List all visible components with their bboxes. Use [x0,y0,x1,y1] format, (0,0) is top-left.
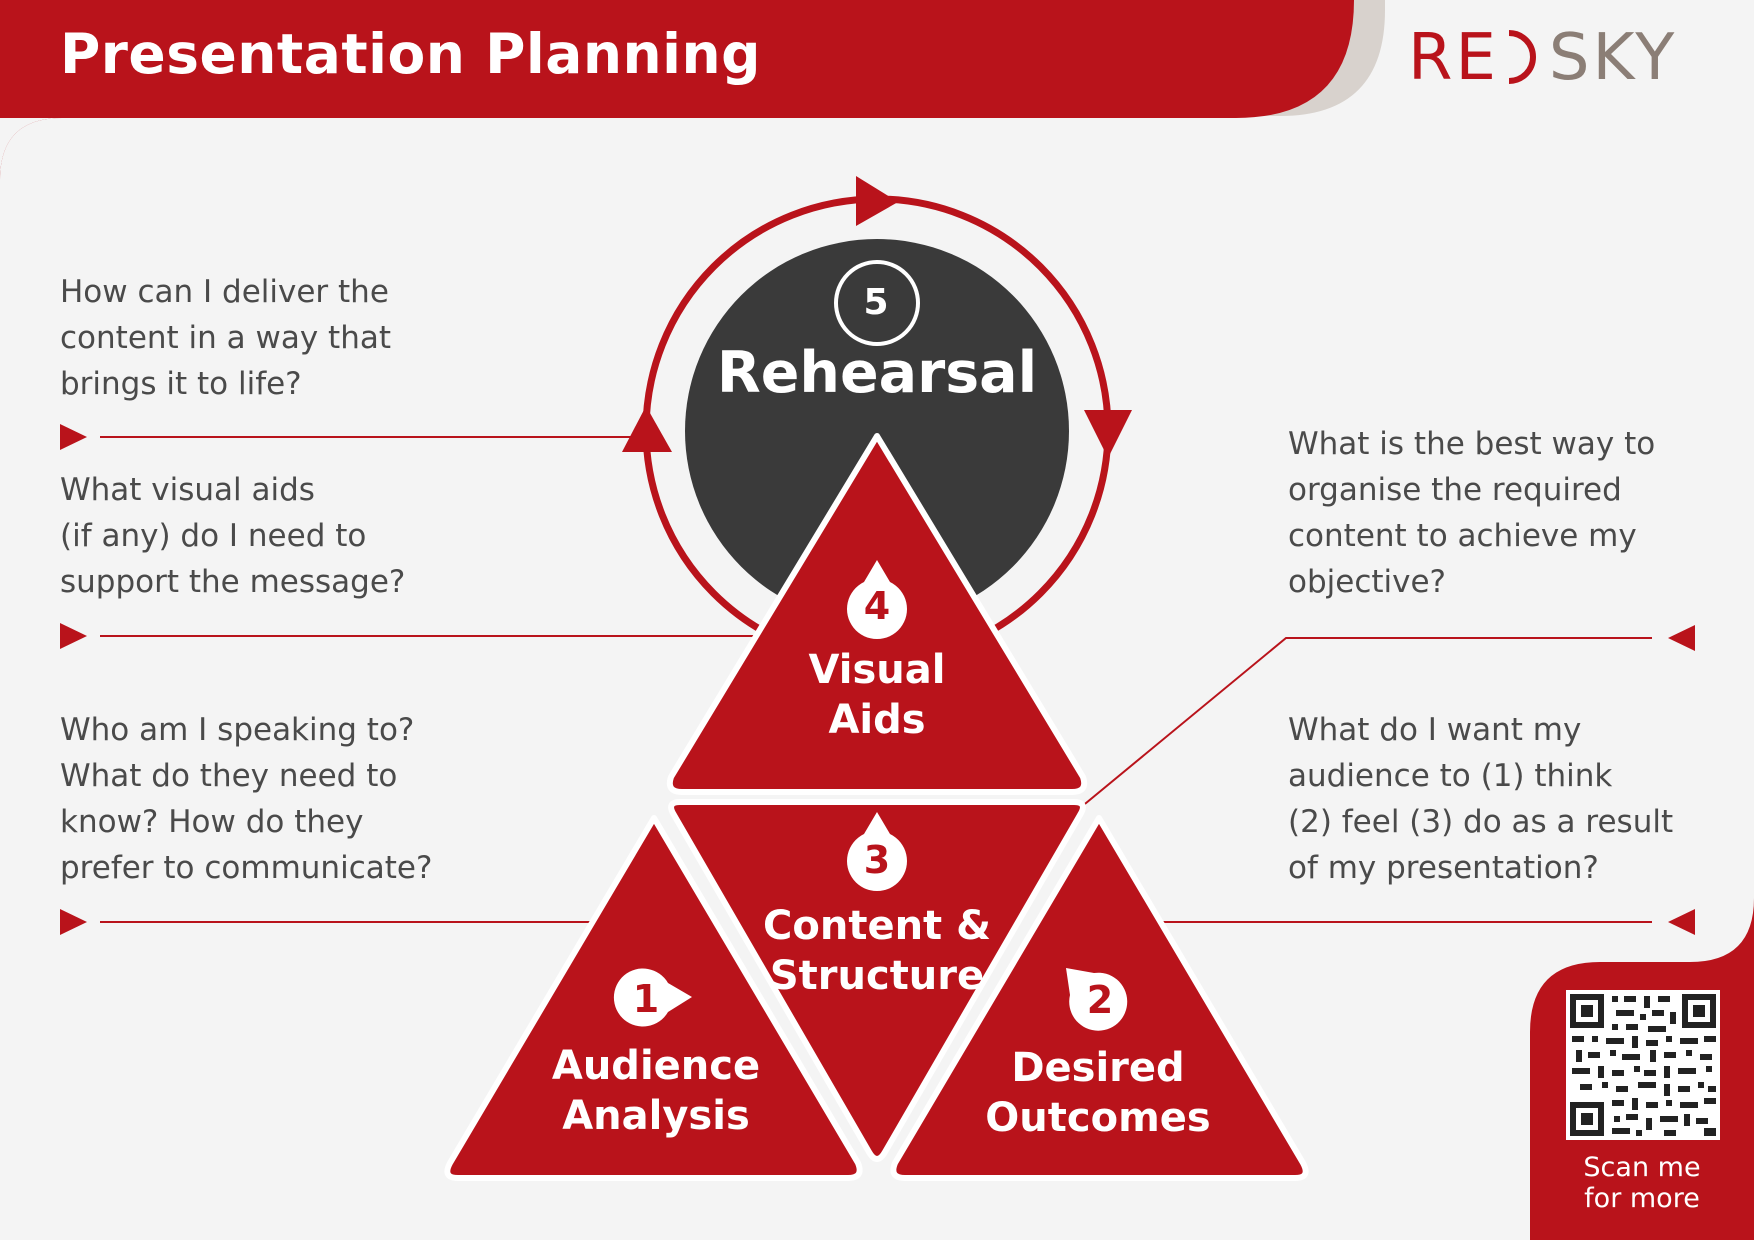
step-label-desired-outcomes: Desired Outcomes [985,1045,1211,1141]
arrow-right-icon [60,909,87,935]
connector-lines [100,436,1652,923]
question-rehearsal: How can I deliver the content in a way t… [60,274,392,402]
step-number-content-structure: 3 [863,838,891,882]
badge-2 [1066,968,1128,1031]
arrow-right-icon [60,623,87,649]
page-title: Presentation Planning [60,22,762,86]
badge-3 [846,812,908,892]
step-label-audience-analysis: Audience Analysis [551,1043,761,1139]
question-visual-aids: What visual aids (if any) do I need to s… [60,472,406,600]
cycle-arrow-icon [856,176,898,226]
connector-arrowheads [60,424,1695,935]
step-label-content-structure: Content & Structure [763,903,991,999]
logo-part-gray: SKY [1548,21,1678,95]
question-audience-analysis: Who am I speaking to? What do they need … [60,712,433,886]
cycle-arrows [622,176,1132,458]
rehearsal-number-ring [834,260,920,346]
question-desired-outcomes: What do I want my audience to (1) think … [1288,712,1674,886]
qr-code-icon [1570,994,1716,1136]
step-label-rehearsal: Rehearsal [716,340,1038,406]
number-badges [613,560,1128,1031]
connector-content [1079,637,1652,809]
badge-1 [613,968,692,1027]
logo-d-icon [1499,23,1549,93]
question-content-structure: What is the best way to organise the req… [1288,426,1656,600]
step-number-audience-analysis: 1 [632,977,660,1021]
step-number-visual-aids: 4 [863,584,891,628]
brand-logo: RE SKY [1408,23,1677,93]
arrow-left-icon [1668,625,1695,651]
logo-part-red: RE [1408,21,1499,95]
arrow-left-icon [1668,909,1695,935]
step-label-visual-aids: Visual Aids [808,647,946,743]
qr-caption: Scan me for more [1583,1152,1701,1214]
step-number-rehearsal: 5 [863,282,889,323]
step-number-desired-outcomes: 2 [1086,978,1114,1022]
triangle-content-structure [668,799,1086,1162]
rehearsal-circle [685,239,1069,623]
cycle-arrow-icon [622,406,672,452]
badge-4 [846,560,908,640]
cycle-arrow-icon [1084,410,1132,458]
arrow-right-icon [60,424,87,450]
header-band [0,0,1354,118]
